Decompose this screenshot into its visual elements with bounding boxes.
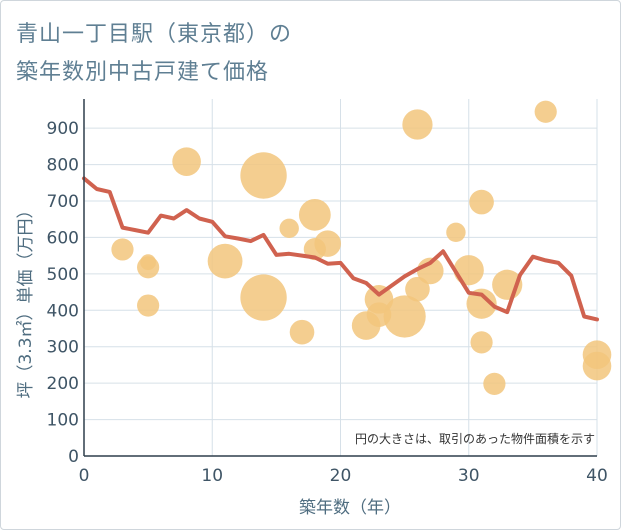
y-tick-label: 800: [47, 156, 79, 176]
y-tick-label: 400: [47, 301, 79, 321]
size-legend-note: 円の大きさは、取引のあった物件面積を示す: [355, 431, 595, 446]
average-price-line: [82, 176, 599, 322]
y-tick-label: 600: [47, 228, 79, 248]
y-axis-label: 坪（3.3㎡）単価（万円）: [16, 201, 36, 398]
y-tick-label: 0: [68, 447, 79, 467]
x-tick-label: 40: [586, 466, 608, 486]
x-axis-label: 築年数（年）: [299, 498, 401, 518]
chart-title-line1: 青山一丁目駅（東京都）の: [16, 22, 293, 47]
axes-layer: [83, 99, 597, 457]
bubble-point: [470, 331, 493, 354]
bubble-point: [172, 147, 201, 176]
x-tick-label: 30: [458, 466, 480, 486]
line-layer: [82, 176, 599, 322]
bubble-point: [140, 254, 157, 271]
bubble-point: [466, 288, 497, 319]
bubble-point: [469, 189, 494, 215]
y-tick-label: 100: [47, 411, 79, 431]
y-tick-label: 500: [47, 265, 79, 285]
bubble-point: [483, 372, 506, 395]
bubble-point: [298, 198, 331, 231]
x-tick-label: 20: [330, 466, 352, 486]
bubble-point: [446, 222, 466, 243]
y-tick-label: 700: [47, 192, 79, 212]
bubble-layer: [111, 100, 612, 395]
bubble-point: [240, 152, 287, 199]
bubble-point: [289, 319, 315, 345]
bubble-point: [453, 255, 484, 286]
tick-labels: 0 100 200 300 400 500 600 700 800 900 0 10 20 30 40: [47, 119, 608, 486]
bubble-point: [383, 295, 426, 338]
bubble-point: [402, 109, 433, 140]
bubble-point: [207, 243, 243, 279]
bubble-point: [582, 351, 612, 381]
chart-title-line2: 築年数別中古戸建て価格: [16, 60, 270, 85]
y-tick-label: 300: [47, 338, 79, 358]
bubble-point: [303, 237, 326, 261]
bubble-point: [534, 100, 557, 123]
y-tick-label: 200: [47, 374, 79, 394]
x-tick-label: 10: [201, 466, 223, 486]
bubble-point: [405, 276, 430, 302]
bubble-point: [240, 274, 287, 321]
bubble-point: [366, 302, 392, 327]
bubble-point: [279, 218, 299, 239]
bubble-point: [111, 238, 134, 261]
x-tick-label: 0: [79, 466, 90, 486]
bubble-point: [137, 294, 160, 317]
y-tick-label: 900: [47, 119, 79, 139]
